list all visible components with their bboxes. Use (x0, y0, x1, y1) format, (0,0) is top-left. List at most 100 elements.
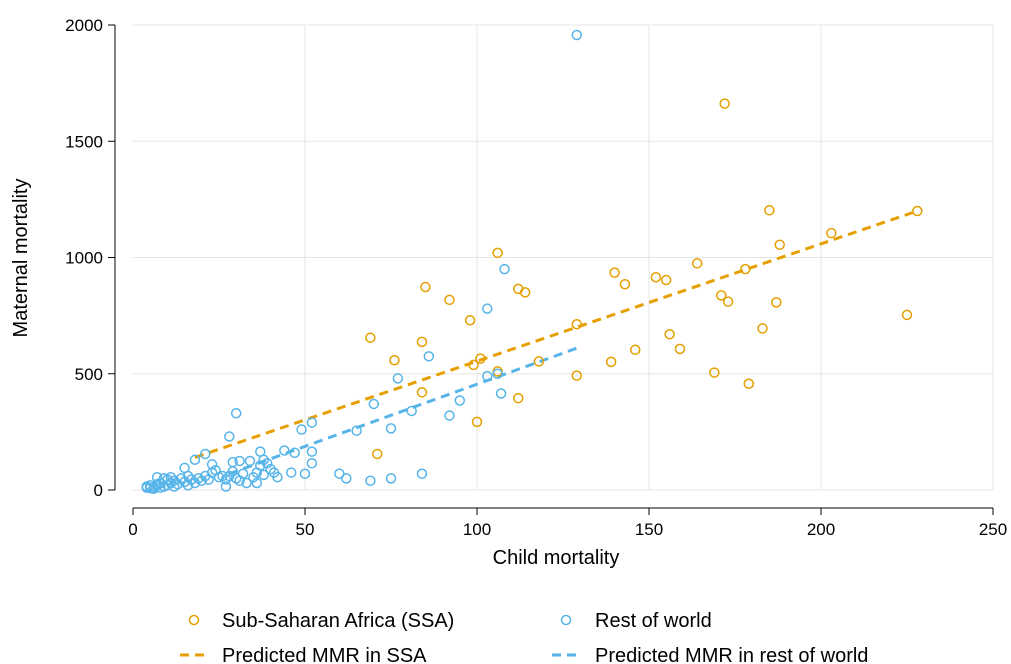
data-point-s1-58 (261, 458, 273, 469)
y-axis-ticks: 0 500 1000 1500 2000 (65, 16, 115, 500)
data-point-s1-59 (265, 463, 276, 475)
x-tick-label-100: 100 (463, 520, 491, 539)
data-point-s1-78 (406, 405, 417, 417)
data-point-s1-50 (244, 455, 256, 467)
data-point-s1-53 (251, 477, 263, 489)
data-point-s1-87 (499, 263, 510, 275)
data-point-s0-24 (660, 274, 672, 286)
data-point-s0-31 (722, 296, 734, 307)
data-point-s1-24 (182, 480, 194, 491)
data-point-s1-20 (175, 473, 187, 484)
data-point-s1-88 (571, 29, 583, 41)
data-point-s1-39 (220, 481, 232, 492)
data-point-s1-74 (368, 398, 380, 410)
data-point-s0-21 (619, 278, 631, 290)
data-point-s1-63 (285, 467, 297, 478)
data-point-s1-37 (217, 470, 228, 482)
data-point-s0-37 (774, 239, 785, 250)
data-point-s0-2 (389, 355, 400, 366)
x-tick-label-250: 250 (979, 520, 1007, 539)
data-point-s1-64 (289, 447, 300, 459)
data-point-s1-38 (220, 474, 232, 485)
data-point-s0-10 (475, 353, 486, 364)
legend-entry-ssa: Sub-Saharan Africa (SSA) (188, 610, 454, 632)
data-point-s1-83 (482, 370, 493, 382)
data-point-s1-19 (172, 478, 183, 490)
data-point-s1-57 (258, 469, 269, 481)
y-axis-title: Maternal mortality (10, 179, 32, 338)
data-point-s0-29 (715, 290, 727, 301)
data-point-s1-34 (206, 459, 218, 470)
data-point-s1-81 (444, 410, 455, 421)
data-point-s1-86 (495, 388, 507, 399)
data-point-s0-27 (691, 258, 703, 269)
data-point-s0-0 (365, 332, 376, 343)
x-axis-title: Child mortality (493, 547, 620, 569)
grid-lines (133, 24, 994, 491)
data-point-s1-82 (454, 395, 466, 406)
data-point-s1-84 (482, 303, 493, 314)
y-tick-label-0: 0 (94, 481, 103, 500)
data-point-s1-72 (351, 425, 362, 436)
data-point-s0-12 (492, 247, 503, 259)
x-tick-label-200: 200 (807, 520, 835, 539)
data-points (141, 29, 923, 495)
legend-label-ssa-fit: Predicted MMR in SSA (222, 645, 427, 664)
data-point-s0-30 (719, 98, 730, 109)
data-point-s0-6 (444, 294, 455, 306)
legend-marker-row (560, 614, 572, 626)
x-tick-label-150: 150 (635, 520, 663, 539)
data-point-s0-20 (609, 267, 620, 278)
legend-label-ssa: Sub-Saharan Africa (SSA) (222, 610, 454, 632)
data-point-s1-47 (234, 455, 245, 467)
legend-label-row-fit: Predicted MMR in rest of world (595, 645, 868, 664)
data-point-s0-35 (764, 205, 775, 216)
data-point-s0-4 (416, 336, 428, 348)
data-point-s1-80 (423, 351, 435, 362)
data-point-s0-26 (674, 343, 686, 355)
data-point-s0-34 (757, 323, 768, 334)
data-point-s1-21 (179, 476, 190, 488)
data-point-s1-55 (255, 460, 266, 471)
fit-lines (194, 209, 918, 476)
data-point-s0-19 (605, 356, 617, 368)
fit-line-3 (228, 346, 578, 476)
data-point-s1-65 (296, 424, 307, 435)
data-point-s0-9 (471, 416, 483, 428)
x-tick-label-0: 0 (128, 520, 137, 539)
data-point-s0-25 (664, 328, 675, 340)
data-point-s0-38 (826, 227, 837, 239)
data-point-s1-69 (306, 417, 318, 428)
data-point-s1-56 (258, 454, 269, 466)
data-point-s1-16 (165, 471, 177, 483)
y-tick-label-1500: 1500 (65, 132, 103, 151)
data-point-s1-85 (492, 368, 503, 379)
data-point-s0-8 (468, 359, 479, 371)
legend: Sub-Saharan Africa (SSA) Rest of world P… (180, 610, 868, 664)
data-point-s1-76 (385, 423, 397, 434)
data-point-s0-40 (912, 205, 923, 217)
x-axis-ticks: 0 50 100 150 200 250 (128, 508, 1007, 539)
x-tick-label-50: 50 (296, 520, 315, 539)
data-point-s0-36 (771, 297, 782, 308)
legend-entry-ssa-fit: Predicted MMR in SSA (180, 645, 427, 664)
legend-marker-ssa (188, 614, 200, 626)
data-point-s1-73 (365, 475, 376, 486)
data-point-s1-30 (199, 448, 211, 460)
data-point-s1-62 (279, 445, 290, 456)
y-tick-label-2000: 2000 (65, 16, 103, 35)
data-point-s1-79 (416, 468, 428, 479)
data-point-s0-39 (901, 309, 913, 321)
data-point-s1-75 (385, 473, 397, 484)
data-point-s0-3 (416, 387, 428, 398)
data-point-s0-18 (571, 370, 583, 381)
data-point-s0-32 (740, 263, 751, 275)
data-point-s0-13 (513, 392, 524, 404)
data-point-s1-68 (306, 446, 318, 457)
y-tick-label-500: 500 (75, 365, 103, 384)
data-point-s1-18 (169, 475, 180, 486)
data-point-s0-7 (464, 315, 476, 326)
fit-line-2 (194, 209, 918, 459)
data-point-s1-67 (306, 458, 318, 469)
